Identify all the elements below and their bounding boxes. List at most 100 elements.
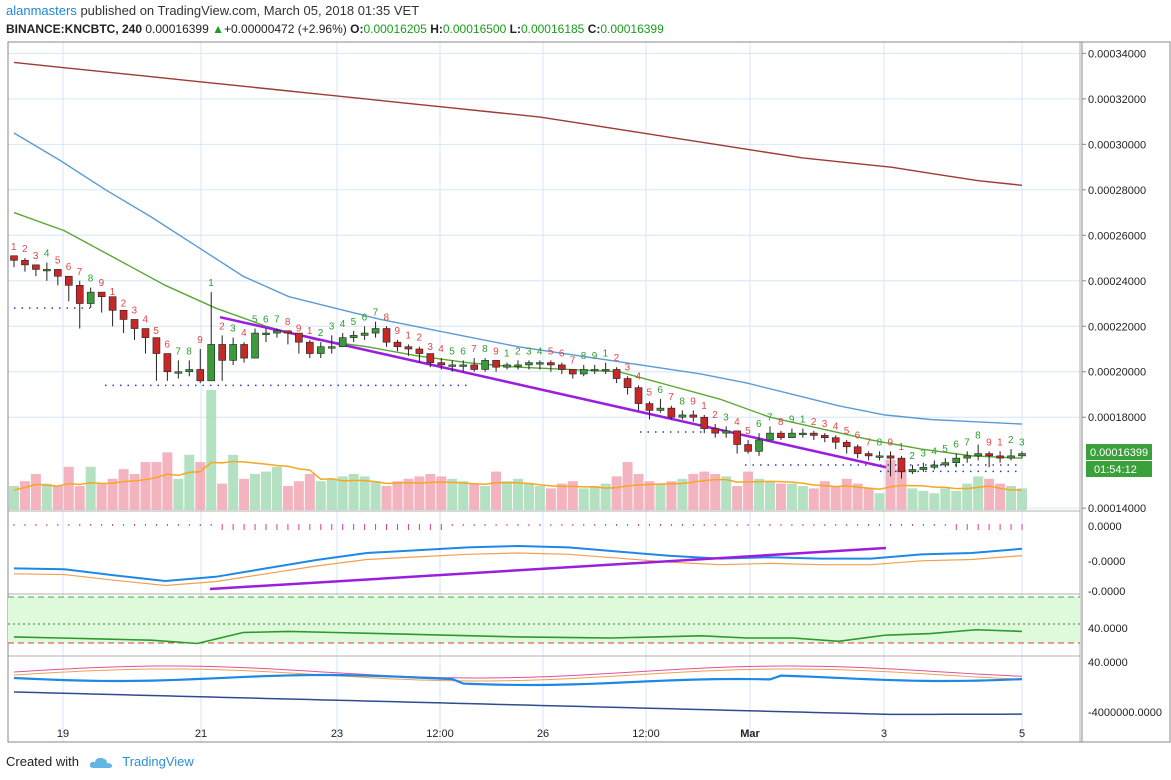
candle-down [437,362,446,366]
volume-bar [326,478,337,510]
candle-up [174,371,183,374]
volume-bar [513,478,523,510]
td-count-label: 4 [537,346,543,357]
candle-down [108,296,117,311]
volume-bar [315,481,326,510]
td-count-label: 6 [756,419,762,430]
td-count-label: 1 [603,349,609,360]
volume-bar [30,474,41,510]
td-count-label: 3 [822,419,828,430]
candle-down [886,455,895,459]
td-count-label: 7 [767,412,773,423]
td-count-label: 3 [329,321,335,332]
td-count-label: 2 [416,333,422,344]
candle-down [853,446,862,454]
candle-down [97,291,106,297]
volume-bar [348,474,359,510]
td-count-label: 1 [307,326,313,337]
td-count-label: 3 [230,324,236,335]
publisher-username[interactable]: alanmasters [6,3,77,18]
candle-up [273,330,281,334]
time-tick-label: 12:00 [426,728,454,740]
td-count-label: 9 [690,396,696,407]
candle-down [393,341,402,348]
volume-bar [392,481,403,510]
low-value: 0.00016185 [520,22,585,36]
volume-bar [841,478,852,510]
td-count-label: 4 [340,319,346,330]
td-count-label: 9 [197,335,203,346]
td-count-label: 1 [701,401,707,412]
time-tick-label: 19 [57,728,69,740]
bottom-tick-label: -4000000.0000 [1088,707,1162,719]
time-tick-label: 3 [881,728,887,740]
volume-bar [118,469,129,510]
volume-bar [775,483,786,510]
td-count-label: 2 [219,321,225,332]
candle-down [623,378,632,388]
time-tick-label: 5 [1019,728,1025,740]
macd-line [13,544,1023,583]
candle-up [766,432,774,441]
candle-down [32,264,40,270]
volume-bar [9,486,19,510]
volume-bar [217,483,228,510]
volume-bar [874,493,885,510]
td-count-label: 4 [636,371,642,382]
td-count-label: 5 [55,255,61,266]
candle-up [459,364,468,367]
time-tick-label: 23 [331,728,343,740]
td-count-label: 7 [570,355,576,366]
volume-bar [677,478,688,510]
candle-up [43,269,51,272]
candle-down [240,344,248,359]
td-count-label: 7 [964,437,970,448]
volume-bar [19,481,30,510]
last-price-tag[interactable]: 0.00016399 01:54:12 [1086,444,1152,477]
candle-down [426,353,435,363]
td-count-label: 2 [121,299,127,310]
candle-up [514,364,522,367]
rsi-pane: 40.0000 [8,596,1128,645]
bottom-pink-line [13,665,1023,679]
last-price-value: 0.00016399 [1090,447,1148,459]
volume-bar [206,390,217,510]
macd-tick-label: 0.0000 [1088,521,1122,533]
volume-bar [754,478,765,510]
high-label: H: [430,22,443,36]
td-count-label: 2 [614,353,620,364]
td-count-label: 8 [88,274,94,285]
td-count-label: 9 [592,351,598,362]
volume-bar [721,476,732,510]
candle-down [75,285,84,304]
price-tick-label: 0.00034000 [1088,48,1146,60]
volume-bar [808,488,819,510]
td-count-label: 7 [668,392,674,403]
price-tick-label: 0.00030000 [1088,139,1146,151]
candle-down [547,362,555,366]
price-tick-label: 0.00026000 [1088,230,1146,242]
candle-up [349,335,358,338]
volume-bar [666,481,677,510]
candle-up [185,369,194,373]
candle-up [601,369,610,372]
td-count-label: 6 [164,340,170,351]
td-count-label: 8 [975,431,981,442]
volume-bar [786,483,797,510]
volume-bar [184,454,195,510]
candle-up [919,466,928,470]
candle-down [152,337,161,354]
td-count-label: 9 [493,346,499,357]
sma-mid-line [13,132,1023,425]
volume-bar [578,488,589,510]
change-arrow-icon: ▲ [212,22,224,36]
volume-bar [458,481,469,510]
volume-ma-line [13,460,1022,491]
volume-bar [732,486,743,510]
volume-bar [852,483,863,510]
candle-down [985,453,993,457]
candle-up [656,407,665,411]
tradingview-brand[interactable]: TradingView [122,754,194,769]
candle-down [404,346,413,350]
